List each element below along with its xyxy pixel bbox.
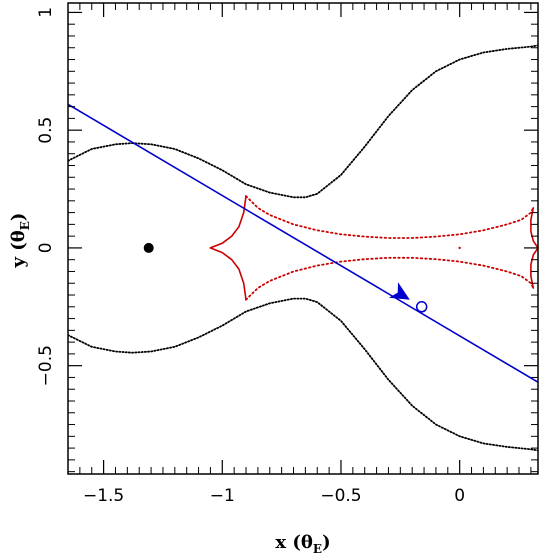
plot-frame: [67, 2, 539, 475]
series-critical-curve-upper: [68, 44, 538, 199]
series-caustic-fold-upper: [245, 195, 535, 239]
x-tick-label: −0.5: [320, 486, 361, 506]
x-axis-label: x (θE): [275, 532, 330, 555]
series-caustic-right-cusp-lower: [530, 247, 538, 289]
y-tick-label: 0.5: [36, 117, 56, 144]
series-critical-curve-lower: [68, 297, 538, 452]
x-tick-label: −1.5: [83, 486, 124, 506]
point-lens-mass: [143, 242, 154, 253]
plot-area: [68, 44, 538, 452]
series-caustic-right-cusp-upper: [530, 207, 538, 249]
tick-labels: −1.5 −1 −0.5 0 −0.5 0 0.5 1: [36, 7, 465, 506]
series-caustic-left-cusp-lower: [209, 247, 247, 301]
y-axis-label: y (θE): [8, 213, 32, 269]
arrow-trajectory-direction: [388, 282, 410, 300]
axis-ticks: [68, 3, 538, 474]
y-tick-label: 0: [36, 242, 56, 253]
x-tick-label: −1: [210, 486, 235, 506]
y-tick-label: −0.5: [36, 345, 56, 386]
series-caustic-left-cusp-upper: [209, 195, 247, 249]
point-caustic-center-dot: [458, 246, 461, 250]
y-tick-label: 1: [36, 7, 56, 18]
x-tick-label: 0: [454, 486, 465, 506]
series-source-trajectory: [68, 103, 538, 384]
series-caustic-fold-lower: [245, 256, 535, 301]
point-source-position: [415, 301, 428, 313]
